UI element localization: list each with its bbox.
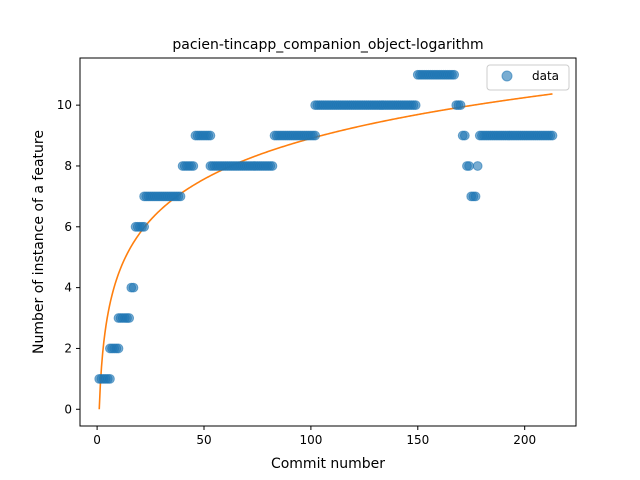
data-point bbox=[310, 130, 321, 141]
data-point bbox=[410, 100, 421, 111]
points-layer bbox=[94, 69, 558, 384]
x-axis: 0 50 100 150 200 bbox=[93, 426, 536, 447]
data-point bbox=[188, 161, 199, 171]
x-tick-label: 100 bbox=[299, 433, 322, 447]
data-point bbox=[113, 343, 124, 354]
x-tick-label: 50 bbox=[196, 433, 211, 447]
legend-marker bbox=[501, 70, 513, 82]
y-axis-label: Number of instance of a feature bbox=[31, 130, 47, 354]
y-tick-label: 6 bbox=[64, 220, 72, 234]
data-point bbox=[472, 161, 483, 171]
y-axis: 0 2 4 6 8 10 bbox=[57, 98, 80, 416]
data-point bbox=[105, 373, 115, 384]
data-point bbox=[124, 313, 135, 323]
x-tick-label: 0 bbox=[93, 433, 101, 447]
y-tick-label: 0 bbox=[64, 402, 72, 416]
data-point bbox=[449, 69, 460, 80]
data-point bbox=[267, 161, 278, 171]
y-tick-label: 8 bbox=[64, 159, 72, 173]
data-point bbox=[459, 130, 470, 141]
data-point bbox=[455, 100, 466, 111]
data-point bbox=[175, 191, 186, 202]
data-point bbox=[547, 130, 558, 141]
x-axis-label: Commit number bbox=[271, 456, 385, 472]
data-point bbox=[464, 161, 475, 171]
legend: data bbox=[486, 64, 570, 91]
data-point bbox=[205, 130, 216, 141]
data-point bbox=[128, 282, 139, 293]
data-point bbox=[139, 221, 150, 232]
x-tick-label: 150 bbox=[406, 433, 429, 447]
y-tick-label: 2 bbox=[64, 341, 72, 355]
x-tick-label: 200 bbox=[513, 433, 536, 447]
y-tick-label: 10 bbox=[57, 98, 72, 112]
data-point bbox=[470, 191, 481, 202]
chart-title: pacien-tincapp_companion_object-logarith… bbox=[172, 37, 483, 53]
plot-area-frame bbox=[79, 57, 577, 427]
legend-label-data: data bbox=[532, 69, 559, 83]
y-tick-label: 4 bbox=[64, 281, 72, 295]
